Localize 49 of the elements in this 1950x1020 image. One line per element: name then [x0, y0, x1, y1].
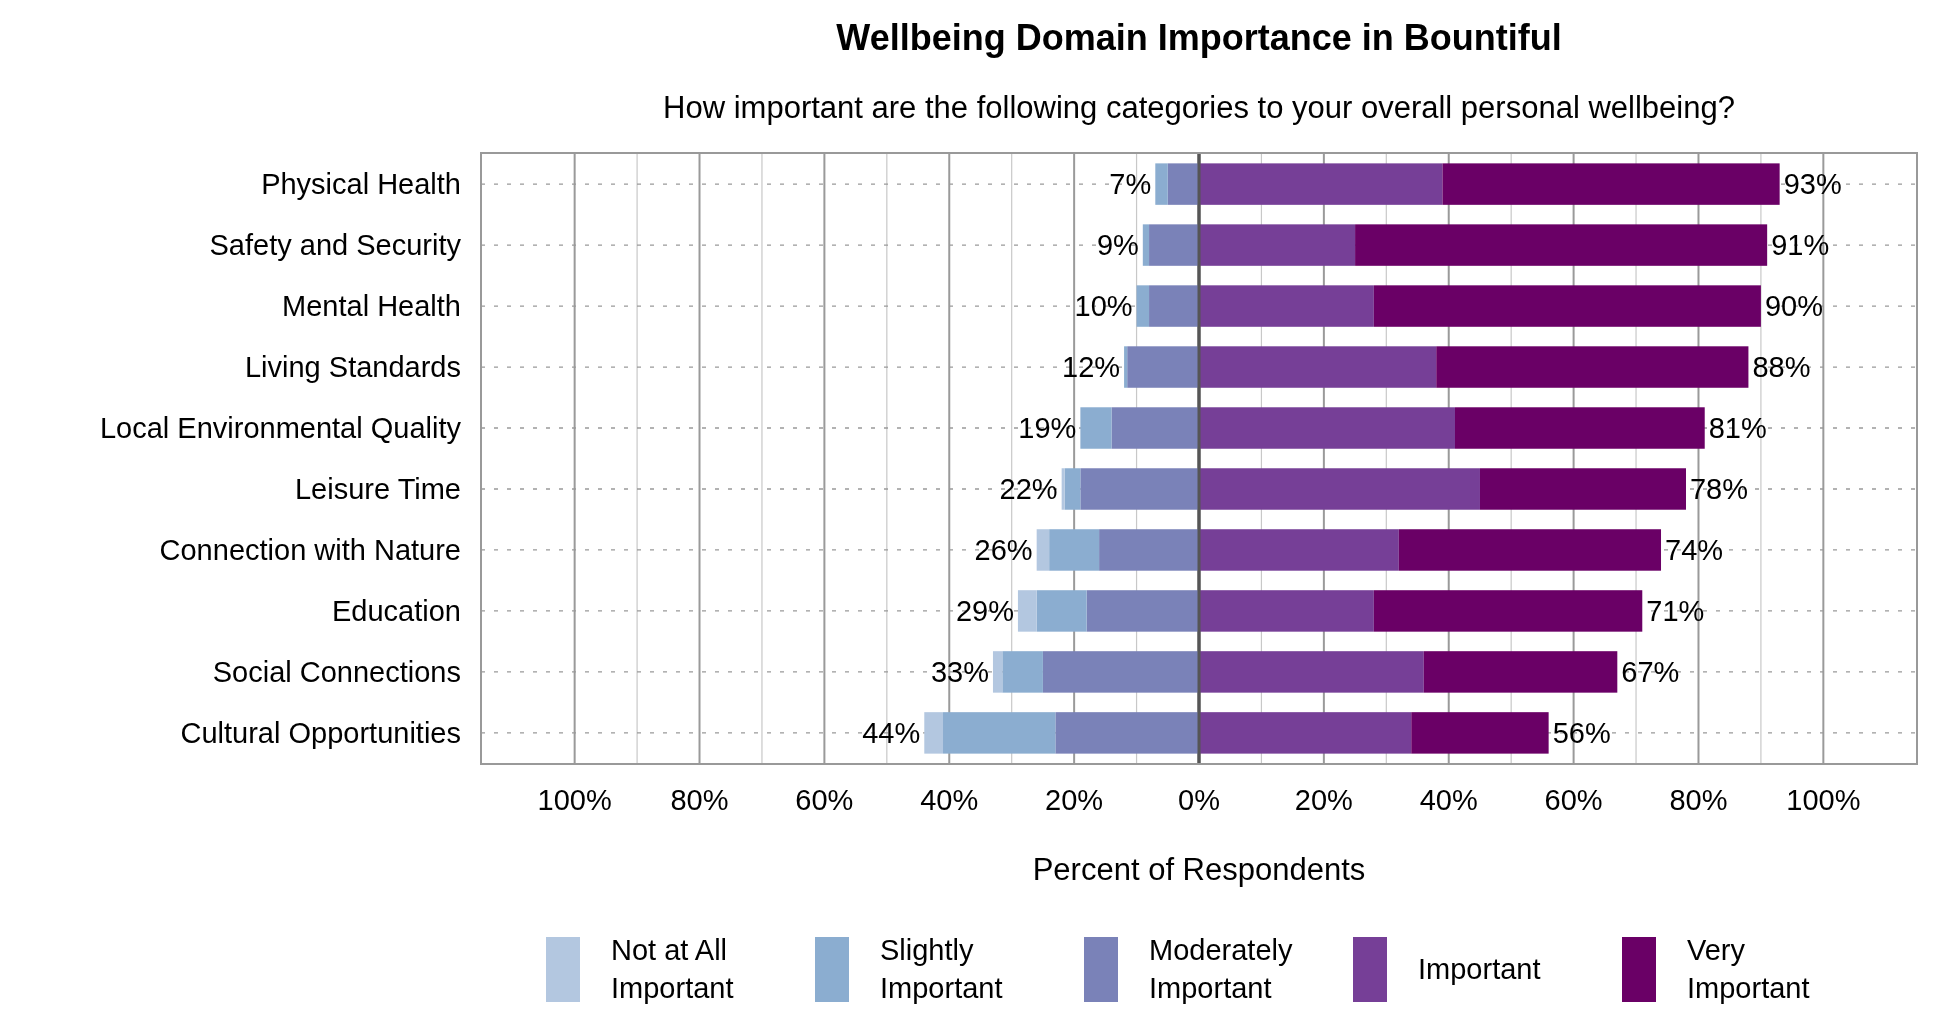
annotation: 9%	[1096, 229, 1139, 262]
x-tick-label: 40%	[1419, 784, 1478, 816]
annotation: 19%	[1018, 412, 1077, 445]
chart-title: Wellbeing Domain Importance in Bountiful	[836, 17, 1562, 58]
y-tick-label: Education	[332, 595, 461, 628]
legend-label: Important	[1418, 953, 1541, 986]
x-tick-label: 20%	[1294, 784, 1353, 816]
y-tick-label: Local Environmental Quality	[99, 412, 462, 445]
x-tick-label: 40%	[920, 784, 979, 816]
y-tick-label: Cultural Opportunities	[180, 717, 461, 750]
annotation: 81%	[1708, 412, 1767, 445]
y-tick-label: Connection with Nature	[159, 534, 461, 567]
y-tick-label: Physical Health	[261, 168, 461, 201]
x-tick-label: 60%	[1544, 784, 1603, 816]
x-axis-title: Percent of Respondents	[1032, 852, 1366, 887]
x-tick-label: 0%	[1178, 784, 1220, 816]
y-tick-label: Safety and Security	[209, 229, 462, 262]
annotation: 74%	[1665, 534, 1724, 567]
x-tick-label: 60%	[795, 784, 854, 816]
x-tick-label: 100%	[537, 784, 612, 816]
annotation: 29%	[955, 595, 1014, 628]
annotation: 12%	[1062, 351, 1121, 384]
x-tick-label: 100%	[1786, 784, 1861, 816]
legend-label: Very Important	[1687, 934, 1810, 1005]
annotation: 67%	[1621, 656, 1680, 689]
x-tick-label: 80%	[1669, 784, 1728, 816]
x-tick-label: 20%	[1045, 784, 1104, 816]
annotation: 56%	[1552, 717, 1611, 750]
legend-label: Not at All Important	[611, 934, 734, 1005]
annotation: 26%	[974, 534, 1033, 567]
y-tick-label: Living Standards	[244, 351, 461, 384]
annotation: 7%	[1109, 168, 1152, 201]
chart-subtitle: How important are the following categories to your overall personal wellbeing?	[663, 90, 1735, 125]
y-tick-label: Leisure Time	[294, 473, 461, 506]
annotation: 88%	[1752, 351, 1811, 384]
annotation: 22%	[999, 473, 1058, 506]
annotation: 90%	[1764, 290, 1823, 323]
annotation: 91%	[1771, 229, 1830, 262]
y-tick-label: Mental Health	[282, 290, 461, 323]
y-tick-label: Social Connections	[212, 656, 461, 689]
annotation: 10%	[1074, 290, 1133, 323]
legend-label: Slightly Important	[880, 934, 1003, 1005]
annotation: 78%	[1689, 473, 1749, 506]
annotation: 33%	[930, 656, 989, 689]
annotation: 93%	[1783, 168, 1842, 201]
legend-label: Moderately Important	[1149, 934, 1293, 1005]
annotation: 44%	[862, 717, 921, 750]
annotation: 71%	[1646, 595, 1705, 628]
x-tick-label: 80%	[670, 784, 729, 816]
